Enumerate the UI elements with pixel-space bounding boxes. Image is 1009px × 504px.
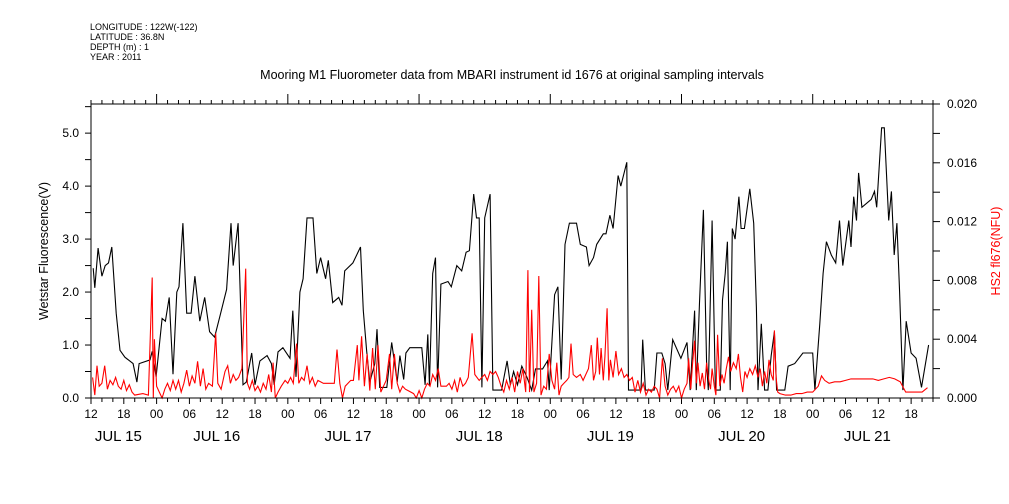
x-tick-label: 18 <box>380 407 394 421</box>
x-tick-label: 00 <box>150 407 164 421</box>
right-y-tick-label: 0.000 <box>947 391 977 405</box>
x-tick-label: 06 <box>708 407 722 421</box>
left-axis-label: Wetstar Fluorescence(V) <box>37 182 51 320</box>
hs2-fl676-line <box>92 268 928 401</box>
day-label: JUL 17 <box>324 428 371 445</box>
day-label: JUL 21 <box>844 428 891 445</box>
left-y-tick-label: 1.0 <box>62 338 79 352</box>
left-y-tick-label: 5.0 <box>62 126 79 140</box>
year-label: YEAR : 2011 <box>90 52 142 62</box>
x-tick-label: 06 <box>183 407 197 421</box>
x-tick-label: 12 <box>478 407 492 421</box>
day-label: JUL 19 <box>587 428 634 445</box>
x-tick-label: 06 <box>445 407 459 421</box>
x-tick-label: 18 <box>773 407 787 421</box>
latitude-label: LATITUDE : 36.8N <box>90 32 165 42</box>
day-label: JUL 16 <box>193 428 240 445</box>
right-y-tick-label: 0.012 <box>947 215 977 229</box>
x-tick-label: 18 <box>642 407 656 421</box>
right-y-tick-label: 0.020 <box>947 97 977 111</box>
x-tick-label: 00 <box>412 407 426 421</box>
x-tick-label: 12 <box>740 407 754 421</box>
right-axis-label: HS2 fl676(NFU) <box>989 207 1003 296</box>
x-tick-label: 12 <box>216 407 230 421</box>
x-tick-label: 12 <box>84 407 98 421</box>
x-tick-label: 18 <box>511 407 525 421</box>
day-label: JUL 18 <box>456 428 503 445</box>
x-tick-label: 18 <box>248 407 262 421</box>
right-y-tick-label: 0.016 <box>947 156 977 170</box>
x-tick-label: 18 <box>904 407 918 421</box>
x-tick-label: 12 <box>609 407 623 421</box>
x-tick-label: 06 <box>576 407 590 421</box>
day-label: JUL 20 <box>718 428 765 445</box>
x-tick-label: 06 <box>839 407 853 421</box>
x-tick-label: 12 <box>347 407 361 421</box>
right-y-tick-label: 0.004 <box>947 332 977 346</box>
longitude-label: LONGITUDE : 122W(-122) <box>90 22 198 32</box>
x-tick-label: 12 <box>872 407 886 421</box>
wetstar-fluorescence-line <box>92 127 930 393</box>
right-y-tick-label: 0.008 <box>947 273 977 287</box>
x-tick-label: 06 <box>314 407 328 421</box>
axes-ticks: 12 18 00 06 12 18 00 06 12 18 00 06 12 18 00 06 12 18 00 06… <box>62 94 977 445</box>
x-tick-label: 00 <box>675 407 689 421</box>
series-lines <box>92 127 930 401</box>
chart-title: Mooring M1 Fluorometer data from MBARI i… <box>260 68 764 82</box>
x-tick-label: 00 <box>281 407 295 421</box>
left-y-tick-label: 3.0 <box>62 232 79 246</box>
left-y-tick-label: 4.0 <box>62 179 79 193</box>
depth-label: DEPTH (m) : 1 <box>90 42 150 52</box>
x-tick-label: 00 <box>544 407 558 421</box>
metadata-header: LONGITUDE : 122W(-122) LATITUDE : 36.8N … <box>90 22 198 62</box>
left-y-tick-label: 2.0 <box>62 285 79 299</box>
plot-frame <box>90 103 934 399</box>
left-y-tick-label: 0.0 <box>62 391 79 405</box>
x-tick-label: 00 <box>806 407 820 421</box>
day-label: JUL 15 <box>95 428 142 445</box>
x-tick-label: 18 <box>117 407 131 421</box>
